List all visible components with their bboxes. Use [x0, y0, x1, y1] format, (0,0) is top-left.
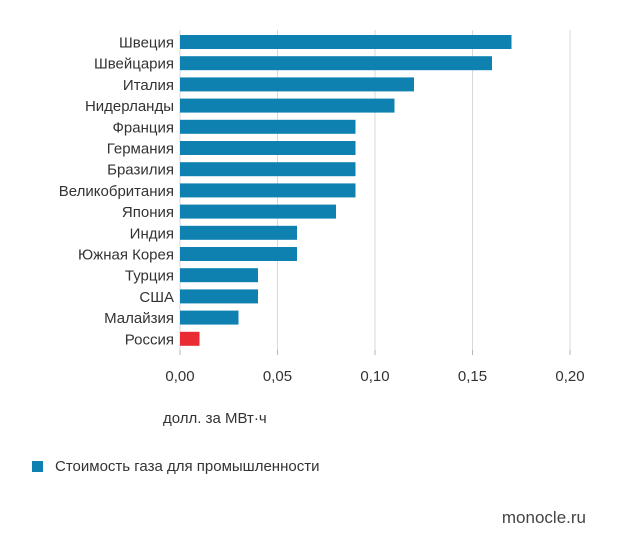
- category-label-12: США: [139, 289, 174, 306]
- category-label-4: Франция: [113, 119, 174, 136]
- category-label-13: Малайзия: [104, 310, 174, 327]
- bar-4: [180, 119, 356, 134]
- bar-1: [180, 56, 492, 71]
- bar-13: [180, 310, 239, 325]
- category-label-3: Нидерланды: [85, 98, 174, 115]
- category-label-10: Южная Корея: [78, 247, 174, 264]
- category-label-9: Индия: [130, 225, 174, 242]
- bar-11: [180, 268, 258, 283]
- category-label-1: Швейцария: [94, 56, 174, 73]
- bar-10: [180, 247, 297, 261]
- bar-3: [180, 98, 395, 113]
- bar-12: [180, 289, 258, 304]
- x-tick-label-1: 0,05: [263, 368, 292, 385]
- bar-14: [180, 331, 200, 346]
- source-label: monocle.ru: [501, 508, 586, 527]
- chart-legend: Стоимость газа для промышленности: [32, 458, 319, 475]
- bar-9: [180, 225, 297, 240]
- x-tick-label-0: 0,00: [165, 368, 194, 385]
- category-label-0: Швеция: [119, 35, 174, 52]
- category-label-6: Бразилия: [107, 162, 174, 179]
- x-axis-unit-label: долл. за МВт·ч: [163, 410, 267, 427]
- category-label-2: Италия: [123, 77, 174, 94]
- legend-swatch: [32, 461, 43, 472]
- category-label-11: Турция: [125, 268, 174, 285]
- bar-2: [180, 77, 414, 92]
- bar-7: [180, 183, 356, 198]
- bar-8: [180, 204, 336, 219]
- x-tick-label-4: 0,20: [555, 368, 584, 385]
- category-label-14: Россия: [125, 331, 174, 348]
- x-tick-label-3: 0,15: [458, 368, 487, 385]
- legend-label: Стоимость газа для промышленности: [55, 458, 320, 475]
- category-label-7: Великобритания: [59, 183, 174, 200]
- bar-0: [180, 35, 512, 49]
- x-tick-label-2: 0,10: [360, 368, 389, 385]
- category-label-5: Германия: [107, 141, 174, 158]
- category-label-8: Япония: [122, 204, 174, 221]
- bar-6: [180, 162, 356, 177]
- bar-5: [180, 141, 356, 155]
